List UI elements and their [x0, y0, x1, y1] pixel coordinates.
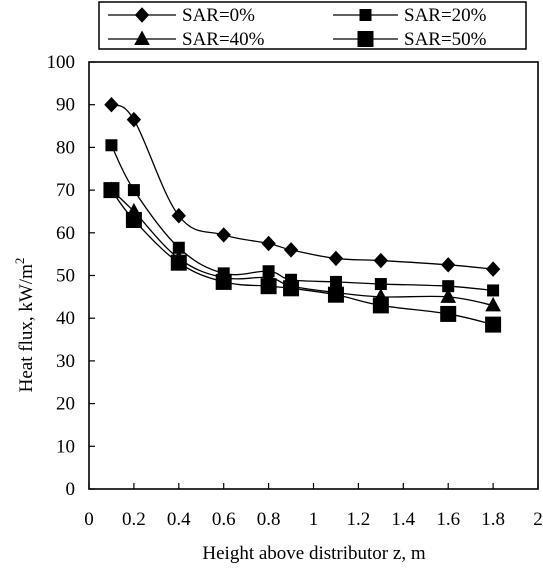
data-point	[372, 297, 389, 314]
legend-label: SAR=40%	[182, 29, 265, 50]
series-layer	[103, 96, 502, 333]
data-point	[440, 288, 457, 303]
legend-marker	[134, 30, 150, 45]
data-point	[170, 254, 187, 271]
x-tick-label: 0.2	[122, 509, 146, 530]
series-line	[111, 104, 494, 270]
y-axis-ticks: 0 10 20 30 40 50 60 70 80 90 100	[47, 52, 95, 500]
plot-frame	[88, 61, 539, 490]
data-point	[327, 286, 344, 303]
data-point	[260, 278, 277, 295]
legend-label: SAR=50%	[404, 29, 487, 50]
legend: SAR=0% SAR=20% SAR=40% SAR=50%	[98, 1, 527, 50]
legend-marker	[134, 7, 150, 23]
x-tick-label: 2	[533, 509, 543, 530]
legend-box	[98, 1, 527, 50]
data-point	[215, 273, 232, 290]
data-point	[440, 305, 457, 322]
data-point	[127, 184, 140, 197]
data-point	[104, 96, 119, 113]
data-point	[261, 235, 276, 252]
y-axis-label-superscript: 2	[12, 258, 27, 265]
data-point	[374, 278, 387, 291]
y-tick-label: 0	[66, 479, 76, 500]
series-3	[103, 181, 501, 312]
plot-area	[88, 61, 539, 490]
legend-marker	[357, 31, 374, 47]
series-4	[103, 182, 502, 333]
y-axis-label: Heat flux, kW/m2	[12, 258, 37, 393]
x-tick-label: 1	[309, 509, 319, 530]
data-point	[125, 211, 142, 228]
series-2	[105, 139, 500, 297]
legend-entry: SAR=20%	[333, 5, 487, 26]
legend-entry: SAR=0%	[108, 5, 255, 26]
data-point	[103, 182, 120, 199]
legend-label: SAR=20%	[404, 5, 487, 26]
y-tick-label: 20	[56, 394, 75, 415]
data-point	[485, 316, 502, 333]
data-point	[441, 257, 456, 273]
legend-entry: SAR=40%	[108, 29, 265, 50]
x-tick-label: 0	[84, 509, 94, 530]
y-tick-label: 90	[56, 95, 75, 116]
x-tick-label: 1.8	[481, 509, 505, 530]
y-tick-label: 10	[56, 436, 75, 457]
legend-label: SAR=0%	[182, 5, 255, 26]
data-point	[283, 242, 299, 258]
x-tick-label: 0.8	[257, 509, 281, 530]
series-1	[104, 96, 501, 277]
x-axis-label: Height above distributor z, m	[202, 543, 425, 564]
series-line	[110, 144, 494, 292]
x-axis-ticks: 0 0.2 0.4 0.6 0.8 1 1.2 1.4 1.6 1.8 2	[84, 483, 543, 530]
y-tick-label: 70	[56, 180, 75, 201]
data-point	[487, 284, 500, 297]
x-tick-label: 1.2	[347, 509, 371, 530]
legend-entry: SAR=50%	[333, 29, 487, 50]
data-point	[283, 280, 300, 297]
data-point	[485, 261, 501, 277]
data-point	[216, 227, 231, 243]
data-point	[105, 139, 118, 152]
y-tick-label: 80	[56, 137, 75, 158]
x-tick-label: 0.4	[167, 509, 191, 530]
y-tick-label: 30	[56, 351, 75, 372]
y-tick-label: 100	[47, 52, 76, 73]
data-point	[373, 252, 389, 269]
data-point	[126, 111, 142, 128]
y-axis-label-text: Heat flux, kW/m	[16, 264, 37, 392]
series-line	[110, 189, 494, 326]
x-tick-label: 1.6	[436, 509, 460, 530]
x-tick-label: 1.4	[391, 509, 415, 530]
data-point	[328, 250, 344, 267]
y-tick-label: 40	[56, 308, 75, 329]
series-line	[111, 189, 494, 307]
x-tick-label: 0.6	[212, 509, 236, 530]
legend-marker	[359, 9, 372, 21]
y-tick-label: 50	[56, 266, 75, 287]
data-point	[485, 296, 501, 312]
y-tick-label: 60	[56, 223, 75, 244]
data-point	[171, 207, 186, 224]
